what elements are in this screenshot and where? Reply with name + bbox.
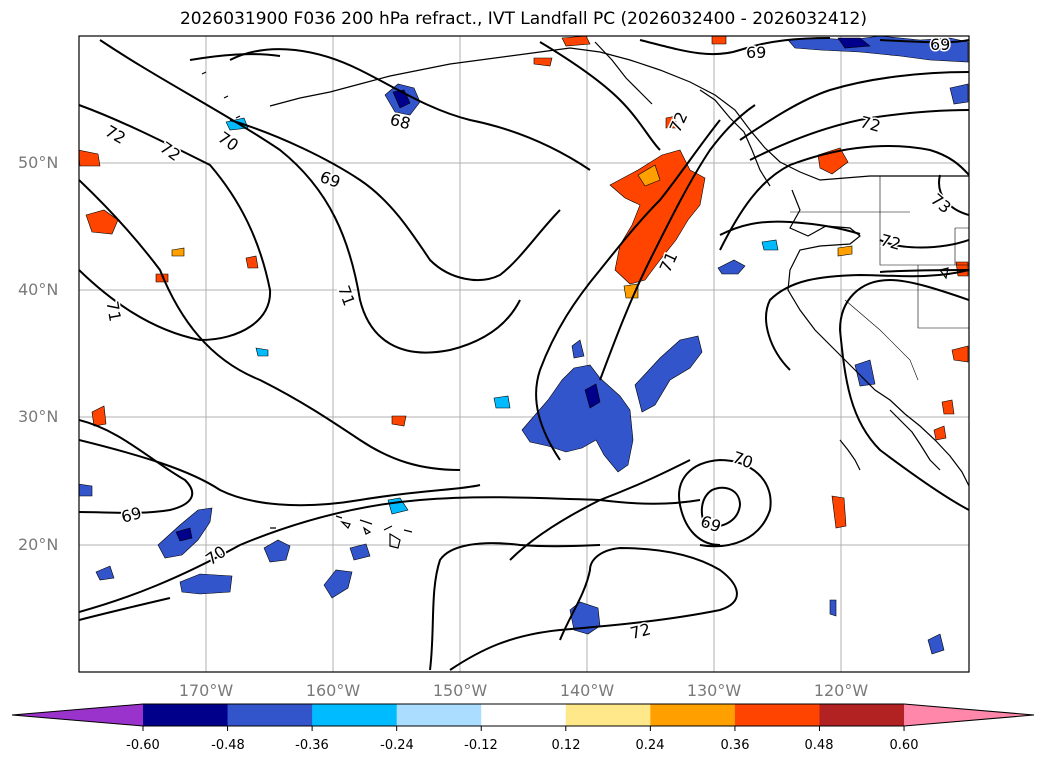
contour-label: 73 [927,190,955,218]
state-borders [790,176,969,381]
contour-label: 69 [119,503,144,527]
colorbar-tick-label: -0.48 [211,738,245,753]
colorbar-box [565,704,651,726]
lat-label: 40°N [18,280,59,299]
contour-label: 70 [214,128,242,155]
lon-label: 160°W [305,681,361,700]
lon-label: 150°W [432,681,488,700]
colorbar-tick-label: -0.24 [380,738,414,753]
colorbar [11,703,1035,731]
contour-label: 69 [746,43,766,62]
contour-label: 72 [628,619,653,643]
colorbar-extend-high [904,704,1034,726]
colorbar-tick-label: 0.48 [804,738,834,753]
colorbar-extend-low [12,704,143,726]
lon-label: 130°W [686,681,742,700]
lon-label: 140°W [559,681,615,700]
plot-frame [78,35,970,673]
colorbar-box [396,704,482,726]
contour-label: 72 [666,109,692,135]
contour-label: 69 [930,35,950,54]
lat-label: 50°N [18,153,59,172]
colorbar-box [312,704,398,726]
colorbar-tick-label: -0.12 [464,738,498,753]
colorbar-box [143,704,229,726]
negative-anomaly-patches [79,36,969,655]
positive-anomaly-patches [79,36,969,529]
colorbar-box [734,704,820,726]
colorbar-box [227,704,313,726]
colorbar-tick-label: 0.60 [889,738,919,753]
contour-label: 72 [156,138,184,165]
contour-label: 69 [317,167,343,192]
map-title: 2026031900 F036 200 hPa refract., IVT La… [179,9,867,29]
refractivity-contours [79,37,969,671]
lon-label: 120°W [813,681,869,700]
colorbar-tick-label: -0.60 [126,738,160,753]
contour-label: 72 [102,121,129,148]
contour-label: 72 [858,112,883,136]
colorbar-tick-label: 0.24 [635,738,665,753]
colorbar-tick-label: 0.36 [720,738,750,753]
contour-label: 68 [388,110,413,134]
contour-label: 71 [334,283,359,309]
lat-label: 30°N [18,407,59,426]
contour-label: 71 [103,300,125,323]
lat-label: 20°N [18,535,59,554]
colorbar-box [481,704,567,726]
colorbar-tick-label: -0.36 [295,738,329,753]
contour-label: 72 [878,230,903,254]
colorbar-box [650,704,736,726]
coastlines [119,41,969,549]
colorbar-box [819,704,905,726]
lon-label: 170°W [178,681,234,700]
colorbar-tick-label: 0.12 [551,738,581,753]
